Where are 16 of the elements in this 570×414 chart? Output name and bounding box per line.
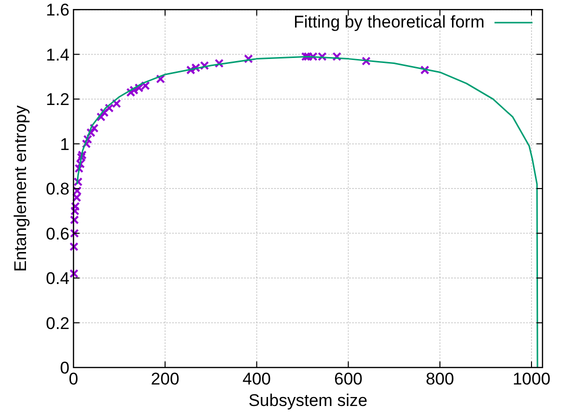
- y-tick-label: 1.4: [46, 45, 70, 64]
- series-label: Fitting by theoretical form: [294, 12, 484, 32]
- x-axis-title: Subsystem size: [248, 391, 368, 410]
- y-tick-label: 1: [60, 134, 70, 154]
- y-tick-label: 0.8: [46, 180, 70, 199]
- y-tick-label: 1.2: [46, 90, 70, 110]
- x-tick-label: 1000: [512, 370, 550, 388]
- x-tick-label: 400: [242, 370, 271, 388]
- y-tick-label: 0.2: [46, 314, 70, 333]
- y-tick-label: 1.6: [46, 0, 70, 20]
- x-tick-label: 200: [150, 370, 180, 388]
- y-tick-label: 0.6: [46, 224, 70, 244]
- y-tick-label: 0.4: [46, 269, 70, 288]
- x-tick-label: 600: [334, 370, 362, 388]
- y-axis-title: Entanglement entropy: [11, 104, 30, 272]
- x-tick-label: 800: [426, 370, 454, 388]
